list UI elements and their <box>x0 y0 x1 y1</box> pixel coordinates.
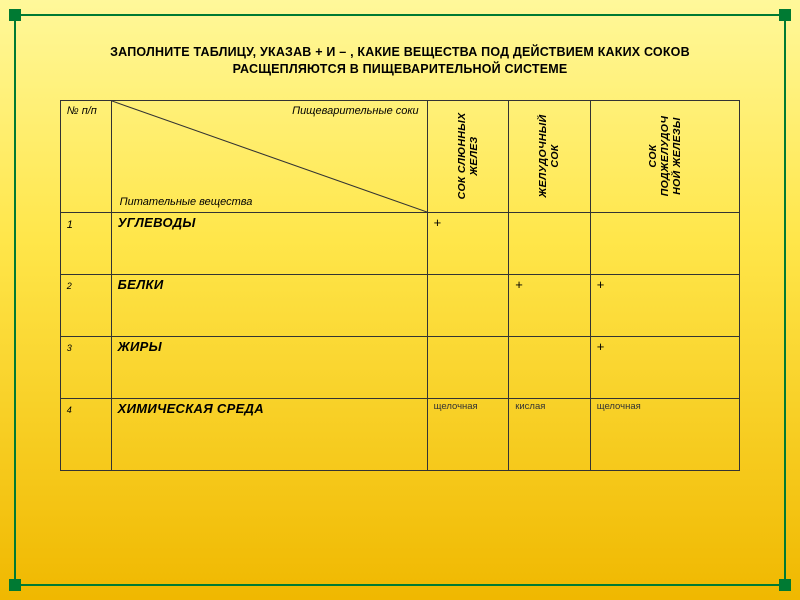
cell: кислая <box>509 398 591 470</box>
row-label: ЖИРЫ <box>111 336 427 398</box>
header-col3-l3: НОЙ ЖЕЛЕЗЫ <box>671 116 683 196</box>
corner-decor <box>9 579 21 591</box>
row-label: УГЛЕВОДЫ <box>111 212 427 274</box>
header-col-gastric: ЖЕЛУДОЧНЫЙ СОК <box>509 100 591 212</box>
title-line-2: РАСЩЕПЛЯЮТСЯ В ПИЩЕВАРИТЕЛЬНОЙ СИСТЕМЕ <box>233 62 568 76</box>
row-num: 2 <box>60 274 111 336</box>
slide-frame: ЗАПОЛНИТЕ ТАБЛИЦУ, УКАЗАВ + И – , КАКИЕ … <box>14 14 786 586</box>
row-label: ХИМИЧЕСКАЯ СРЕДА <box>111 398 427 470</box>
header-col-saliva: СОК СЛЮННЫХ ЖЕЛЕЗ <box>427 100 509 212</box>
table-row: 2 БЕЛКИ + + <box>60 274 740 336</box>
row-label: БЕЛКИ <box>111 274 427 336</box>
cell: + <box>509 274 591 336</box>
header-col-pancreatic: СОК ПОДЖЕЛУДОЧ НОЙ ЖЕЛЕЗЫ <box>590 100 740 212</box>
header-num: № п/п <box>60 100 111 212</box>
cell: + <box>590 336 740 398</box>
row-num: 1 <box>60 212 111 274</box>
title-line-1: ЗАПОЛНИТЕ ТАБЛИЦУ, УКАЗАВ + И – , КАКИЕ … <box>110 45 690 59</box>
table-row: 3 ЖИРЫ + <box>60 336 740 398</box>
header-col1-l2: ЖЕЛЕЗ <box>468 113 480 200</box>
header-diag-bottom: Питательные вещества <box>120 196 253 208</box>
cell <box>509 336 591 398</box>
header-col2-l2: СОК <box>549 115 561 198</box>
table-row: 1 УГЛЕВОДЫ + <box>60 212 740 274</box>
header-col3-l2: ПОДЖЕЛУДОЧ <box>659 116 671 196</box>
header-col1-l1: СОК СЛЮННЫХ <box>456 113 468 200</box>
row-num: 3 <box>60 336 111 398</box>
corner-decor <box>779 9 791 21</box>
cell: щелочная <box>590 398 740 470</box>
corner-decor <box>9 9 21 21</box>
corner-decor <box>779 579 791 591</box>
cell: + <box>427 212 509 274</box>
row-num: 4 <box>60 398 111 470</box>
cell <box>590 212 740 274</box>
digestion-table: № п/п Пищеварительные соки Питательные в… <box>60 100 741 471</box>
header-col3-l1: СОК <box>647 145 659 168</box>
cell <box>427 336 509 398</box>
header-col2-l1: ЖЕЛУДОЧНЫЙ <box>537 115 549 198</box>
cell <box>427 274 509 336</box>
header-diagonal: Пищеварительные соки Питательные веществ… <box>111 100 427 212</box>
header-diag-top: Пищеварительные соки <box>292 105 419 117</box>
table-row: 4 ХИМИЧЕСКАЯ СРЕДА щелочная кислая щелоч… <box>60 398 740 470</box>
cell <box>509 212 591 274</box>
cell: + <box>590 274 740 336</box>
cell: щелочная <box>427 398 509 470</box>
slide-title: ЗАПОЛНИТЕ ТАБЛИЦУ, УКАЗАВ + И – , КАКИЕ … <box>38 44 762 78</box>
